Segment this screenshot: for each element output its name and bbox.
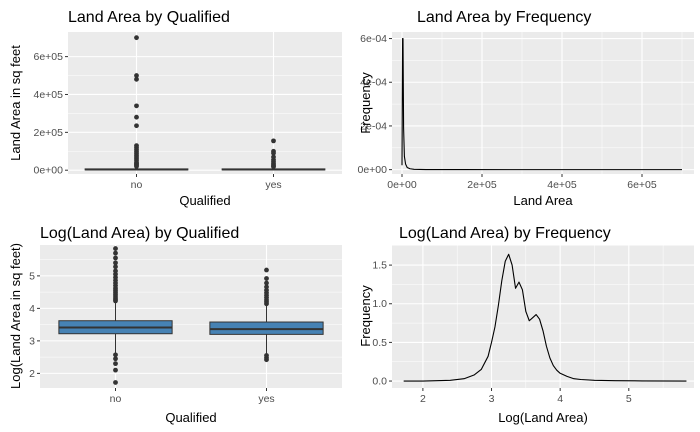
outlier-point [271, 138, 276, 144]
y-tick-label: 2e-04 [360, 120, 387, 132]
plot-area [392, 32, 694, 174]
density-line [403, 253, 687, 382]
outlier-point [113, 255, 118, 261]
chart-title: Log(Land Area) by Qualified [40, 225, 239, 242]
x-tick-label: 3 [489, 393, 495, 405]
outlier-point [134, 73, 139, 78]
outlier-point [264, 357, 269, 363]
y-tick-label: 1.5 [372, 260, 387, 272]
density-line [401, 37, 682, 171]
outlier-point [264, 276, 269, 281]
panel-log-land-area-boxplot: Log(Land Area) by Qualified 2 3 4 5 no yes Qu… [8, 225, 342, 425]
y-axis-title: Log(Land Area in sq feet) [8, 243, 23, 389]
panel-land-area-boxplot: Land Area by Qualified 0e+00 2e+05 4e+05 6e… [8, 9, 342, 208]
y-axis-title: Land Area in sq feet [8, 45, 23, 161]
plot-area [392, 245, 694, 388]
y-axis-title: Frequency [358, 285, 373, 347]
outlier-point [113, 268, 118, 274]
y-tick-label: 6e-04 [360, 33, 387, 45]
outlier-point [113, 367, 118, 373]
x-tick-label: 5 [626, 393, 632, 405]
panel-log-land-area-density: Log(Land Area) by Frequency 2 3 4 5 0.0 0.5 1.… [358, 225, 694, 425]
y-tick-label: 0e+00 [34, 165, 64, 177]
outlier-point [134, 35, 139, 41]
y-axis-title: Frequency [358, 72, 373, 134]
outlier-point [113, 361, 118, 367]
x-tick-label: 4 [557, 393, 563, 405]
panel-land-area-density: Land Area by Frequency 0e+00 2e+05 4e+05 6e… [358, 9, 694, 208]
x-axis-title: Qualified [165, 410, 216, 425]
outlier-point [134, 103, 139, 109]
x-tick-label: yes [258, 393, 274, 405]
x-tick-label: yes [265, 179, 281, 191]
x-tick-label: 4e+05 [547, 179, 577, 191]
y-tick-label: 2 [29, 368, 35, 380]
x-tick-label: no [131, 179, 143, 191]
outlier-point [113, 380, 118, 385]
y-tick-label: 2e+05 [34, 127, 64, 139]
chart-title: Log(Land Area) by Frequency [399, 225, 611, 242]
x-tick-label: 2 [420, 393, 426, 405]
x-axis-title: Qualified [179, 193, 230, 208]
y-tick-label: 4e+05 [34, 89, 64, 101]
outlier-point [113, 356, 118, 362]
outlier-point [264, 267, 269, 273]
y-tick-label: 0e+00 [358, 164, 388, 176]
outlier-point [113, 250, 118, 256]
x-tick-label: 6e+05 [627, 179, 657, 191]
x-axis-title: Land Area [513, 193, 573, 208]
outlier-point [113, 246, 118, 251]
y-tick-label: 3 [29, 335, 35, 347]
x-tick-label: 2e+05 [467, 179, 497, 191]
y-tick-label: 4e-04 [360, 77, 387, 89]
chart-title: Land Area by Frequency [417, 9, 591, 26]
y-tick-label: 0.0 [372, 376, 387, 388]
outlier-point [271, 164, 276, 170]
x-tick-label: no [110, 393, 122, 405]
outlier-point [113, 264, 118, 270]
outlier-point [264, 284, 269, 290]
x-axis-title: Log(Land Area) [498, 410, 588, 425]
outlier-point [134, 76, 139, 82]
y-tick-label: 6e+05 [34, 51, 64, 63]
chart-title: Land Area by Qualified [68, 9, 230, 26]
outlier-point [271, 150, 276, 156]
plot-area [40, 245, 342, 388]
y-tick-label: 5 [29, 270, 35, 282]
y-tick-label: 0.5 [372, 337, 387, 349]
y-tick-label: 4 [29, 303, 35, 315]
outlier-point [113, 352, 118, 358]
outlier-point [264, 280, 269, 286]
plot-area [68, 32, 342, 174]
y-tick-label: 1.0 [372, 298, 387, 310]
outlier-point [134, 114, 139, 120]
x-tick-label: 0e+00 [387, 179, 417, 191]
outlier-point [134, 164, 139, 169]
outlier-point [134, 123, 139, 129]
outlier-point [113, 260, 118, 266]
